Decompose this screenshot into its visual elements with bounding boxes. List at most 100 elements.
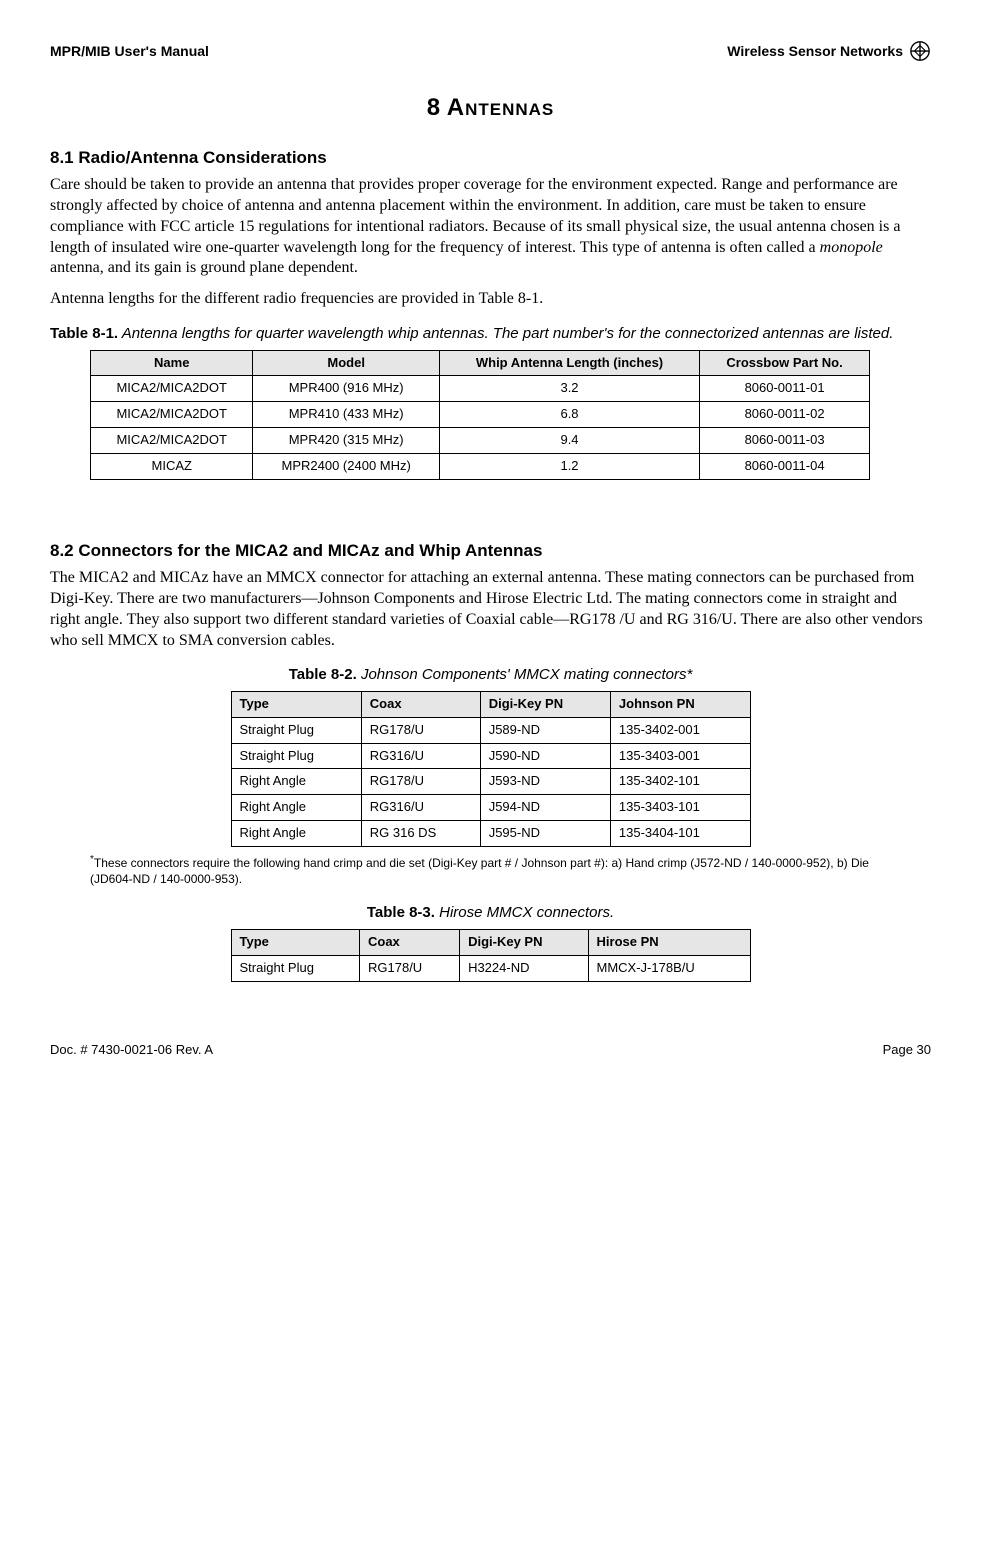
table-8-2-body: Straight PlugRG178/UJ589-ND135-3402-001S… bbox=[231, 717, 750, 846]
table-8-3-body: Straight PlugRG178/UH3224-NDMMCX-J-178B/… bbox=[231, 955, 750, 981]
table-cell: Straight Plug bbox=[231, 743, 361, 769]
table-row: MICA2/MICA2DOTMPR400 (916 MHz)3.28060-00… bbox=[91, 376, 870, 402]
table-cell: Right Angle bbox=[231, 821, 361, 847]
table-8-1-caption: Table 8-1. Antenna lengths for quarter w… bbox=[50, 324, 931, 344]
table-cell: RG316/U bbox=[361, 795, 480, 821]
table-header: Digi-Key PN bbox=[480, 691, 610, 717]
header-right: Wireless Sensor Networks bbox=[727, 40, 931, 62]
table-cell: J589-ND bbox=[480, 717, 610, 743]
table-8-2-footnote: *These connectors require the following … bbox=[90, 853, 891, 887]
table-8-1-caption-it: Antenna lengths for quarter wavelength w… bbox=[118, 325, 893, 342]
table-row: Straight PlugRG178/UH3224-NDMMCX-J-178B/… bbox=[231, 955, 750, 981]
table-header: Hirose PN bbox=[588, 929, 750, 955]
chapter-title: Antennas bbox=[447, 94, 555, 121]
table-header: Johnson PN bbox=[610, 691, 750, 717]
table-cell: 9.4 bbox=[439, 428, 699, 454]
table-cell: RG316/U bbox=[361, 743, 480, 769]
table-cell: J593-ND bbox=[480, 769, 610, 795]
table-cell: MICA2/MICA2DOT bbox=[91, 376, 253, 402]
table-8-2-caption: Table 8-2. Johnson Components' MMCX mati… bbox=[50, 665, 931, 685]
table-cell: Straight Plug bbox=[231, 955, 360, 981]
table-cell: Right Angle bbox=[231, 795, 361, 821]
section-8-2-heading: 8.2 Connectors for the MICA2 and MICAz a… bbox=[50, 540, 931, 562]
table-8-3-caption-it: Hirose MMCX connectors. bbox=[435, 904, 614, 921]
sec-8-1-p1: Care should be taken to provide an anten… bbox=[50, 175, 931, 279]
table-cell: MICA2/MICA2DOT bbox=[91, 402, 253, 428]
table-cell: J590-ND bbox=[480, 743, 610, 769]
table-row: Type Coax Digi-Key PN Hirose PN bbox=[231, 929, 750, 955]
section-8-1-heading: 8.1 Radio/Antenna Considerations bbox=[50, 147, 931, 169]
table-cell: 1.2 bbox=[439, 454, 699, 480]
table-cell: Straight Plug bbox=[231, 717, 361, 743]
sec-8-1-p1a: Care should be taken to provide an anten… bbox=[50, 176, 900, 255]
table-cell: RG178/U bbox=[361, 717, 480, 743]
table-row: Right AngleRG316/UJ594-ND135-3403-101 bbox=[231, 795, 750, 821]
table-8-3-caption-bold: Table 8-3. bbox=[367, 904, 435, 921]
page-footer: Doc. # 7430-0021-06 Rev. A Page 30 bbox=[50, 1042, 931, 1059]
table-row: MICAZMPR2400 (2400 MHz)1.28060-0011-04 bbox=[91, 454, 870, 480]
table-cell: 8060-0011-02 bbox=[700, 402, 870, 428]
sec-8-2-p1: The MICA2 and MICAz have an MMCX connect… bbox=[50, 568, 931, 651]
table-row: Right AngleRG178/UJ593-ND135-3402-101 bbox=[231, 769, 750, 795]
table-cell: J594-ND bbox=[480, 795, 610, 821]
table-8-3: Type Coax Digi-Key PN Hirose PN Straight… bbox=[231, 929, 751, 982]
table-cell: MPR2400 (2400 MHz) bbox=[253, 454, 439, 480]
table-cell: MMCX-J-178B/U bbox=[588, 955, 750, 981]
sec-8-1-p1c: antenna, and its gain is ground plane de… bbox=[50, 259, 358, 276]
table-header: Crossbow Part No. bbox=[700, 350, 870, 376]
crossbow-logo-icon bbox=[909, 40, 931, 62]
table-row: MICA2/MICA2DOTMPR420 (315 MHz)9.48060-00… bbox=[91, 428, 870, 454]
table-cell: Right Angle bbox=[231, 769, 361, 795]
table-row: Right AngleRG 316 DSJ595-ND135-3404-101 bbox=[231, 821, 750, 847]
footnote-text: These connectors require the following h… bbox=[90, 856, 869, 886]
table-header: Name bbox=[91, 350, 253, 376]
chapter-number: 8 bbox=[427, 94, 440, 121]
page-header: MPR/MIB User's Manual Wireless Sensor Ne… bbox=[50, 40, 931, 62]
table-cell: MICAZ bbox=[91, 454, 253, 480]
table-cell: MPR400 (916 MHz) bbox=[253, 376, 439, 402]
table-cell: 8060-0011-03 bbox=[700, 428, 870, 454]
table-header: Type bbox=[231, 691, 361, 717]
table-header: Type bbox=[231, 929, 360, 955]
table-row: Straight PlugRG178/UJ589-ND135-3402-001 bbox=[231, 717, 750, 743]
table-cell: RG178/U bbox=[360, 955, 460, 981]
table-cell: RG 316 DS bbox=[361, 821, 480, 847]
header-right-text: Wireless Sensor Networks bbox=[727, 42, 903, 60]
table-cell: 8060-0011-04 bbox=[700, 454, 870, 480]
table-header: Digi-Key PN bbox=[460, 929, 588, 955]
table-cell: H3224-ND bbox=[460, 955, 588, 981]
table-header: Coax bbox=[361, 691, 480, 717]
table-cell: 135-3403-001 bbox=[610, 743, 750, 769]
table-cell: 3.2 bbox=[439, 376, 699, 402]
table-cell: MPR410 (433 MHz) bbox=[253, 402, 439, 428]
chapter-heading: 8 Antennas bbox=[50, 92, 931, 123]
table-8-1-body: MICA2/MICA2DOTMPR400 (916 MHz)3.28060-00… bbox=[91, 376, 870, 480]
table-cell: MICA2/MICA2DOT bbox=[91, 428, 253, 454]
footer-left: Doc. # 7430-0021-06 Rev. A bbox=[50, 1042, 213, 1059]
table-cell: 135-3402-001 bbox=[610, 717, 750, 743]
table-8-1-caption-bold: Table 8-1. bbox=[50, 325, 118, 342]
table-row: Straight PlugRG316/UJ590-ND135-3403-001 bbox=[231, 743, 750, 769]
header-left: MPR/MIB User's Manual bbox=[50, 42, 209, 60]
sec-8-1-p2: Antenna lengths for the different radio … bbox=[50, 289, 931, 310]
table-cell: 6.8 bbox=[439, 402, 699, 428]
table-header: Whip Antenna Length (inches) bbox=[439, 350, 699, 376]
table-row: MICA2/MICA2DOTMPR410 (433 MHz)6.88060-00… bbox=[91, 402, 870, 428]
table-cell: J595-ND bbox=[480, 821, 610, 847]
table-cell: MPR420 (315 MHz) bbox=[253, 428, 439, 454]
table-cell: 135-3403-101 bbox=[610, 795, 750, 821]
table-header: Model bbox=[253, 350, 439, 376]
table-row: Name Model Whip Antenna Length (inches) … bbox=[91, 350, 870, 376]
table-8-3-caption: Table 8-3. Hirose MMCX connectors. bbox=[50, 903, 931, 923]
table-8-2: Type Coax Digi-Key PN Johnson PN Straigh… bbox=[231, 691, 751, 847]
table-header: Coax bbox=[360, 929, 460, 955]
table-row: Type Coax Digi-Key PN Johnson PN bbox=[231, 691, 750, 717]
footer-right: Page 30 bbox=[883, 1042, 931, 1059]
table-8-2-caption-bold: Table 8-2. bbox=[289, 666, 357, 683]
table-cell: RG178/U bbox=[361, 769, 480, 795]
table-8-2-caption-it: Johnson Components' MMCX mating connecto… bbox=[357, 666, 693, 683]
table-cell: 135-3402-101 bbox=[610, 769, 750, 795]
table-8-1: Name Model Whip Antenna Length (inches) … bbox=[90, 350, 870, 480]
table-cell: 8060-0011-01 bbox=[700, 376, 870, 402]
sec-8-1-p1b: monopole bbox=[820, 239, 883, 256]
